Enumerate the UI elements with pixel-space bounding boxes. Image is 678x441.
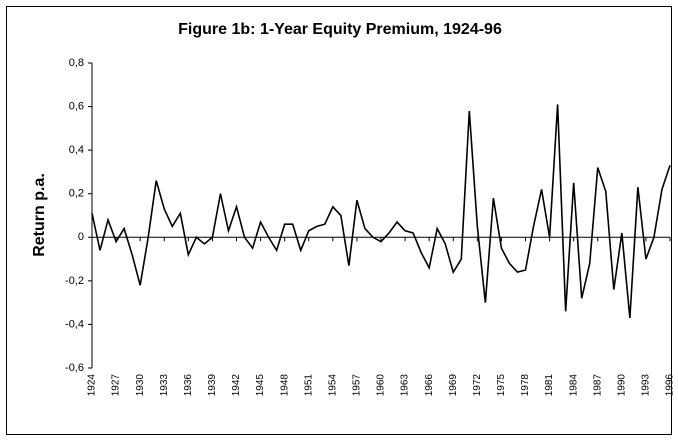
x-tick-label: 1996 [665, 374, 676, 397]
x-tick-label: 1990 [616, 374, 627, 397]
x-tick-label: 1960 [376, 374, 387, 397]
x-tick-label: 1954 [327, 374, 338, 397]
y-tick-label: 0,8 [69, 57, 84, 69]
x-tick-label: 1945 [255, 374, 266, 397]
x-tick-label: 1924 [87, 374, 98, 397]
y-tick-label: 0 [78, 231, 84, 243]
x-tick-label: 1981 [544, 374, 555, 397]
x-tick-label: 1933 [159, 374, 170, 397]
x-tick-label: 1984 [568, 374, 579, 397]
x-tick-label: 1987 [592, 374, 603, 397]
y-tick-label: -0,6 [65, 362, 84, 374]
x-tick-label: 1978 [520, 374, 531, 397]
x-tick-label: 1942 [231, 374, 242, 397]
x-tick-label: 1966 [424, 374, 435, 397]
x-tick-label: 1927 [111, 374, 122, 397]
x-tick-label: 1975 [496, 374, 507, 397]
x-tick-label: 1972 [472, 374, 483, 397]
x-tick-label: 1951 [303, 374, 314, 397]
x-tick-label: 1936 [183, 374, 194, 397]
y-tick-label: 0,6 [69, 100, 84, 112]
y-tick-label: -0,4 [65, 318, 84, 330]
x-tick-label: 1993 [641, 374, 652, 397]
x-tick-label: 1930 [135, 374, 146, 397]
x-tick-label: 1948 [279, 374, 290, 397]
x-tick-label: 1957 [352, 374, 363, 397]
x-tick-label: 1969 [448, 374, 459, 397]
y-tick-label: -0,2 [65, 275, 84, 287]
chart-border [6, 6, 672, 435]
x-tick-label: 1939 [207, 374, 218, 397]
y-tick-label: 0,2 [69, 188, 84, 200]
line [91, 104, 671, 318]
x-tick-label: 1963 [400, 374, 411, 397]
chart-title: Figure 1b: 1-Year Equity Premium, 1924-9… [178, 21, 502, 38]
y-axis-label: Return p.a. [31, 173, 48, 257]
y-tick-label: 0,4 [69, 144, 84, 156]
